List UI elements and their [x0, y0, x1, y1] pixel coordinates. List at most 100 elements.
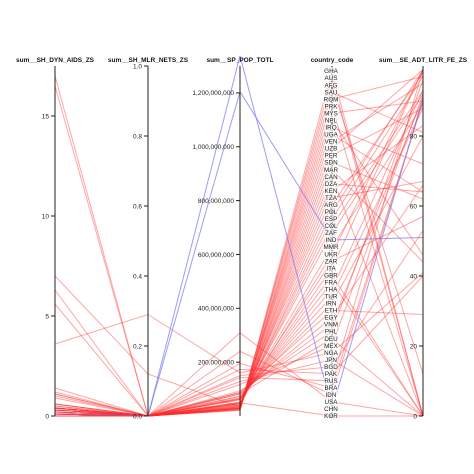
tick-label: 1.0 — [133, 63, 142, 70]
axes: sum__SH_DYN_AIDS_ZS 0 5 10 15 sum__SH_MLR_NET… — [16, 57, 468, 421]
tick-label-halo: SAU — [325, 89, 338, 96]
series-line-pak[interactable] — [54, 275, 424, 417]
axis-title-litr: sum__SE_ADT_LITR_FE_ZS — [379, 57, 468, 64]
tick-label-ita: ITA — [326, 265, 336, 272]
tick-label-gha: GHA — [324, 68, 338, 75]
tick-label: 0 — [413, 413, 417, 420]
tick-label-halo: EGY — [324, 315, 338, 322]
tick-label-halo: UZB — [325, 146, 338, 153]
tick-label-eth: ETH — [325, 308, 338, 315]
tick-label-phl: PHL — [325, 329, 338, 336]
tick-label-halo: KEN — [325, 188, 338, 195]
tick-label-halo: ITA — [326, 265, 336, 272]
series-line-afg[interactable] — [55, 83, 424, 417]
axis-nets[interactable]: sum__SH_MLR_NETS_ZS 0.0 0.2 0.4 0.6 0.8 1.0 — [108, 57, 189, 420]
tick-label-prk: PRK — [325, 103, 339, 110]
tick-label-esp: ESP — [325, 216, 338, 223]
tick-label: 0.8 — [133, 133, 142, 140]
tick-label: 0.4 — [133, 273, 142, 280]
tick-label-halo: GBR — [324, 272, 338, 279]
tick-label-ukr: UKR — [324, 251, 338, 258]
tick-label-halo: IRN — [326, 301, 337, 308]
tick-label: 10 — [42, 213, 50, 220]
tick-label: 0.2 — [133, 343, 142, 350]
series-line-mar[interactable] — [54, 168, 424, 417]
tick-label-halo: DEU — [324, 336, 338, 343]
series-line-mex[interactable] — [54, 93, 424, 417]
series-line-ven[interactable] — [54, 83, 424, 417]
tick-label-halo: SDN — [324, 160, 338, 167]
tick-label-mex: MEX — [324, 343, 338, 350]
tick-label-nga: NGA — [324, 350, 338, 357]
tick-label-halo: MYS — [324, 110, 338, 117]
tick-label-fra: FRA — [325, 279, 338, 286]
tick-label-halo: IND — [326, 237, 337, 244]
tick-label: 15 — [42, 113, 50, 120]
tick-label: 40 — [410, 273, 418, 280]
tick-label-halo: FRA — [325, 279, 338, 286]
tick-label-ven: VEN — [325, 139, 338, 146]
tick-label-pak: PAK — [325, 371, 338, 378]
tick-label-halo: NPL — [325, 117, 338, 124]
tick-label-halo: PRK — [325, 103, 339, 110]
tick-label-halo: COL — [325, 223, 338, 230]
tick-label-halo: IRQ — [325, 125, 336, 132]
tick-label-halo: AFG — [325, 82, 338, 89]
tick-label-deu: DEU — [324, 336, 338, 343]
series-line-ind[interactable] — [54, 90, 424, 417]
series-line-dza[interactable] — [54, 183, 424, 417]
axis-title-country: country_code — [311, 57, 354, 64]
series-line-gbr[interactable] — [54, 274, 424, 417]
tick-label-irn: IRN — [326, 301, 337, 308]
tick-label-sdn: SDN — [324, 160, 338, 167]
tick-label-uga: UGA — [324, 132, 338, 139]
tick-label: 1,200,000,000 — [192, 90, 234, 97]
axis-pop[interactable]: sum__SP_POP_TOTL 200,000,000 400,000,000 60… — [192, 57, 274, 416]
tick-label-halo: ZAR — [325, 258, 338, 265]
tick-label: 0.6 — [133, 203, 142, 210]
tick-label-halo: DZA — [325, 181, 338, 188]
tick-label-halo: NGA — [324, 350, 338, 357]
tick-label-usa: USA — [325, 399, 339, 406]
series-line-tha[interactable] — [54, 90, 424, 417]
series-line-col[interactable] — [54, 90, 424, 417]
tick-label-halo: UKR — [324, 251, 338, 258]
tick-label-tha: THA — [325, 286, 338, 293]
tick-label-zaf: ZAF — [325, 230, 337, 237]
tick-label: 20 — [410, 343, 418, 350]
tick-label-halo: MMR — [323, 244, 338, 251]
series-line-tza[interactable] — [54, 181, 424, 417]
tick-label-halo: JPN — [325, 357, 337, 364]
tick-label-halo: AUS — [325, 75, 338, 82]
tick-label-halo: ETH — [325, 308, 338, 315]
tick-label-halo: PAK — [325, 371, 338, 378]
axis-title-aids: sum__SH_DYN_AIDS_ZS — [16, 57, 95, 64]
axis-litr[interactable]: sum__SE_ADT_LITR_FE_ZS 0 20 40 60 80 — [379, 57, 468, 420]
series-line-chn[interactable] — [54, 55, 424, 417]
tick-label-halo: TUR — [325, 294, 338, 301]
tick-label-halo: PHL — [325, 329, 338, 336]
tick-label-halo: VEN — [325, 139, 338, 146]
axis-title-nets: sum__SH_MLR_NETS_ZS — [108, 57, 189, 64]
tick-label-halo: POL — [325, 209, 338, 216]
tick-label: 600,000,000 — [198, 252, 235, 259]
tick-label-egy: EGY — [324, 315, 338, 322]
tick-label: 0 — [45, 413, 49, 420]
tick-label-halo: CAN — [324, 174, 338, 181]
tick-label-tza: TZA — [325, 195, 338, 202]
axis-aids[interactable]: sum__SH_DYN_AIDS_ZS 0 5 10 15 — [16, 57, 95, 420]
axis-country[interactable]: country_codeGHAGHAAUSAUSAFGAFGSAUSAUROMR… — [311, 57, 354, 421]
tick-label-halo: ARG — [324, 202, 338, 209]
tick-label-halo: ROM — [324, 96, 339, 103]
tick-label-rus: RUS — [324, 378, 337, 385]
tick-label-gbr: GBR — [324, 272, 338, 279]
tick-label-aus: AUS — [325, 75, 338, 82]
tick-label: 60 — [410, 203, 418, 210]
tick-label-mys: MYS — [324, 110, 338, 117]
tick-label-irq: IRQ — [325, 125, 336, 132]
tick-label-npl: NPL — [325, 117, 338, 124]
tick-label-zar: ZAR — [325, 258, 338, 265]
tick-label-halo: MAR — [324, 167, 338, 174]
tick-label-ind: IND — [326, 237, 337, 244]
